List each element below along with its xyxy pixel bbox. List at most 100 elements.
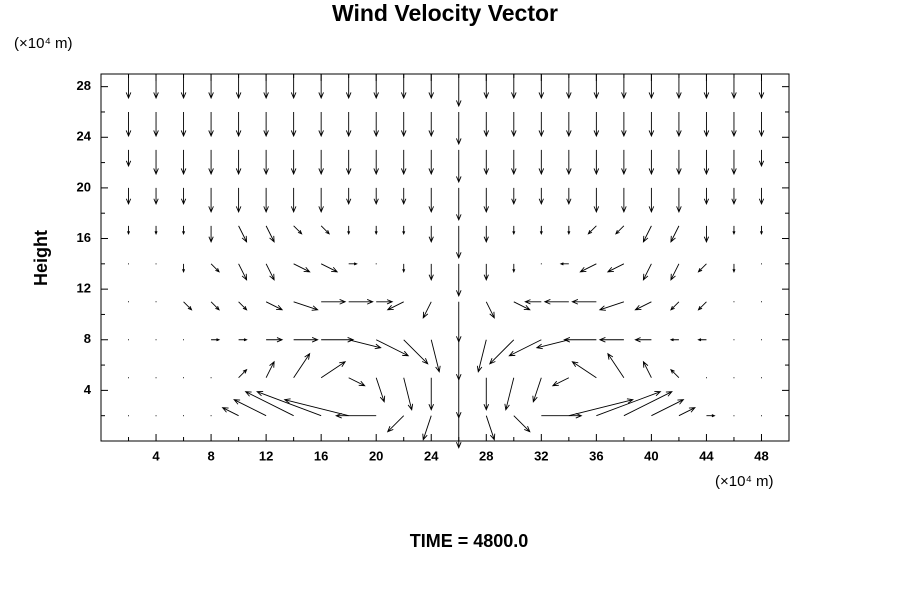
wind-vector <box>238 225 248 243</box>
wind-vector <box>265 263 275 281</box>
wind-vector <box>634 301 652 311</box>
wind-vector <box>221 407 239 417</box>
x-tick-label: 20 <box>369 448 383 463</box>
wind-vector <box>483 263 489 281</box>
wind-vector <box>642 225 652 243</box>
wind-vector <box>318 187 324 214</box>
wind-vector <box>488 339 515 365</box>
wind-vector <box>456 225 462 260</box>
time-annotation: TIME = 4800.0 <box>410 531 529 551</box>
wind-vector <box>456 301 462 343</box>
wind-vector <box>648 74 655 100</box>
wind-vector <box>265 225 275 243</box>
wind-vector <box>563 337 597 343</box>
wind-vector <box>347 225 351 236</box>
wind-vector <box>373 74 379 100</box>
wind-vector <box>456 74 462 108</box>
wind-vector <box>400 111 407 138</box>
x-tick-label: 8 <box>207 448 214 463</box>
wind-vector <box>376 299 394 305</box>
wind-vector <box>621 74 627 100</box>
wind-vector <box>758 111 765 138</box>
wind-vector <box>532 377 542 403</box>
wind-vector <box>759 225 763 236</box>
wind-vector <box>293 301 319 311</box>
wind-vector <box>642 360 652 378</box>
wind-vector <box>348 339 382 350</box>
wind-vector <box>318 74 324 100</box>
wind-vector <box>485 415 496 441</box>
wind-vector <box>428 187 434 214</box>
wind-vector <box>386 415 405 433</box>
x-tick-label: 24 <box>424 448 439 463</box>
wind-vector <box>566 187 572 206</box>
wind-vector <box>703 187 710 206</box>
y-unit: (×10⁴ m) <box>14 35 73 52</box>
wind-vector <box>208 225 214 244</box>
wind-vector <box>263 74 269 100</box>
wind-vector <box>290 74 297 100</box>
wind-vector <box>401 187 407 206</box>
wind-vector <box>238 368 248 379</box>
wind-vector <box>318 111 324 138</box>
wind-vector <box>648 187 655 214</box>
wind-vector <box>210 301 220 311</box>
wind-vector <box>621 111 627 138</box>
wind-vector <box>125 187 132 206</box>
x-tick-label: 16 <box>314 448 328 463</box>
x-tick-label: 44 <box>699 448 714 463</box>
wind-vector <box>483 187 490 214</box>
wind-vector <box>180 187 187 206</box>
wind-vector <box>551 377 570 387</box>
wind-vector <box>670 225 680 243</box>
wind-vector <box>266 337 284 343</box>
wind-vector <box>456 263 462 297</box>
wind-vector <box>571 361 597 379</box>
wind-vector <box>321 299 347 305</box>
wind-vector <box>566 74 572 100</box>
wind-vector <box>422 301 432 319</box>
wind-vector <box>211 338 221 342</box>
wind-vector <box>125 111 132 138</box>
wind-vector <box>596 390 662 417</box>
y-tick-label: 20 <box>77 179 91 194</box>
wind-vector <box>430 339 441 373</box>
wind-vector <box>732 225 736 236</box>
wind-vector <box>265 360 275 378</box>
x-tick-label: 4 <box>152 448 160 463</box>
wind-vector <box>208 74 214 100</box>
wind-vector <box>293 352 311 378</box>
wind-vector <box>348 299 374 305</box>
wind-vector <box>346 187 352 206</box>
wind-vector <box>566 111 572 138</box>
wind-vector <box>579 263 597 273</box>
wind-vector <box>210 263 220 273</box>
wind-vector <box>428 377 434 411</box>
x-tick-label: 12 <box>259 448 273 463</box>
x-tick-label: 32 <box>534 448 548 463</box>
wind-vector <box>403 377 414 411</box>
wind-vector <box>293 263 311 273</box>
wind-vector <box>373 111 379 138</box>
wind-vector <box>758 187 765 206</box>
wind-vector <box>238 338 248 342</box>
wind-vector <box>512 263 516 273</box>
wind-vector <box>428 263 434 281</box>
wind-vector <box>153 149 159 176</box>
wind-vector <box>703 111 710 138</box>
wind-vector <box>598 337 624 343</box>
x-tick-label: 28 <box>479 448 493 463</box>
wind-vector <box>348 262 358 266</box>
wind-vector <box>402 225 406 236</box>
wind-vector <box>208 149 214 176</box>
wind-vector <box>235 111 242 138</box>
wind-vector <box>535 339 569 350</box>
wind-vector <box>538 187 544 206</box>
wind-vector <box>642 263 652 281</box>
wind-vector <box>567 225 571 236</box>
wind-vector <box>758 74 765 100</box>
wind-vector <box>568 398 634 417</box>
wind-vector <box>566 149 572 176</box>
wind-vector <box>651 399 685 417</box>
